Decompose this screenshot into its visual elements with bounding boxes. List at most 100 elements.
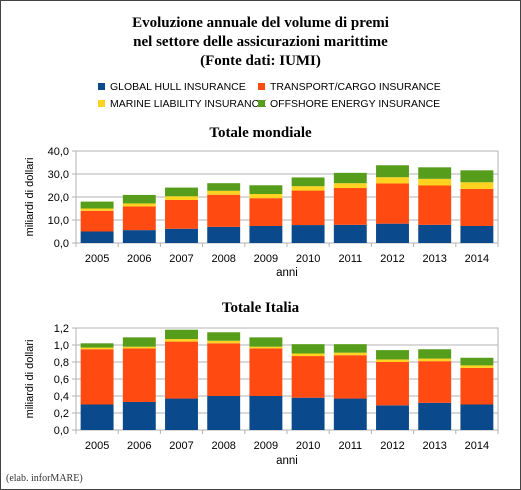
x-tick-label-italy: 2013 — [422, 440, 446, 452]
bar-italy-2007-series-1 — [165, 341, 198, 399]
legend-item-hull: GLOBAL HULL INSURANCE — [98, 81, 246, 93]
bar-italy-2009-series-0 — [249, 396, 283, 430]
bar-world-2014-series-0 — [460, 225, 494, 243]
bar-world-2012-series-0 — [376, 223, 409, 243]
bar-italy-2006-series-0 — [122, 401, 156, 430]
bar-world-2006-series-1 — [122, 206, 156, 231]
x-tick-label-world: 2011 — [338, 253, 362, 265]
bar-italy-2012-series-1 — [376, 362, 409, 406]
legend-swatch-offshore — [258, 100, 265, 107]
bar-world-2012-series-1 — [376, 183, 409, 224]
y-tick-label-italy: 1,2 — [54, 323, 69, 335]
bar-world-2008-series-3 — [207, 183, 241, 191]
bar-italy-2010-series-1 — [291, 356, 325, 398]
bar-italy-2010-series-2 — [291, 353, 325, 357]
y-axis-label-italy: miliardi di dollari — [24, 340, 36, 419]
bar-italy-2013-series-1 — [418, 361, 452, 403]
bar-italy-2006-series-1 — [122, 348, 156, 402]
x-tick-label-world: 2012 — [380, 253, 404, 265]
bar-italy-2006-series-3 — [122, 337, 156, 347]
bar-world-2009-series-1 — [249, 198, 283, 226]
y-tick-label-world: 0,0 — [54, 238, 69, 250]
bar-world-2014-series-2 — [460, 182, 494, 189]
bar-italy-2007-series-3 — [165, 329, 198, 340]
y-tick-label-italy: 0,8 — [54, 357, 69, 369]
legend-item-offshore: OFFSHORE ENERGY INSURANCE — [258, 98, 440, 110]
bar-italy-2007-series-0 — [165, 398, 198, 430]
bar-italy-2008-series-0 — [207, 396, 241, 430]
legend-item-liability: MARINE LIABILITY INSURANCE — [98, 98, 266, 110]
x-tick-label-italy: 2012 — [380, 440, 404, 452]
bar-italy-2012-series-0 — [376, 405, 409, 430]
bar-world-2006-series-3 — [122, 194, 156, 204]
legend-swatch-cargo — [258, 83, 265, 90]
bar-world-2011-series-1 — [333, 188, 367, 225]
bar-world-2006-series-2 — [122, 203, 156, 207]
bar-italy-2013-series-0 — [418, 402, 452, 430]
x-tick-label-italy: 2006 — [127, 440, 151, 452]
bar-world-2008-series-2 — [207, 190, 241, 195]
x-tick-label-world: 2010 — [296, 253, 320, 265]
bar-world-2009-series-0 — [249, 225, 283, 243]
x-tick-label-world: 2006 — [127, 253, 151, 265]
x-tick-label-world: 2007 — [169, 253, 193, 265]
bar-italy-2009-series-1 — [249, 348, 283, 396]
bar-italy-2008-series-1 — [207, 343, 241, 396]
bar-italy-2005-series-2 — [80, 347, 114, 350]
chart-world-title: Totale mondiale — [209, 125, 312, 141]
x-axis-label-italy: anni — [276, 455, 298, 467]
bar-italy-2011-series-0 — [333, 398, 367, 430]
y-axis-label-world: miliardi di dollari — [24, 158, 36, 237]
bar-italy-2005-series-0 — [80, 404, 114, 430]
bar-world-2009-series-3 — [249, 185, 283, 195]
bar-world-2012-series-2 — [376, 177, 409, 184]
bar-world-2010-series-3 — [291, 177, 325, 187]
x-tick-label-world: 2005 — [85, 253, 109, 265]
bar-world-2005-series-2 — [80, 208, 114, 211]
y-tick-label-world: 10,0 — [48, 215, 69, 227]
bar-world-2006-series-0 — [122, 230, 156, 243]
bar-italy-2011-series-1 — [333, 355, 367, 399]
bar-world-2012-series-3 — [376, 165, 409, 178]
bar-world-2007-series-1 — [165, 199, 198, 229]
bar-world-2011-series-3 — [333, 172, 367, 184]
y-tick-label-italy: 1,0 — [54, 340, 69, 352]
bar-italy-2009-series-3 — [249, 337, 283, 347]
legend-label-liability: MARINE LIABILITY INSURANCE — [110, 98, 267, 110]
x-tick-label-italy: 2011 — [338, 440, 362, 452]
bar-world-2013-series-3 — [418, 167, 452, 179]
bar-world-2007-series-3 — [165, 187, 198, 197]
bar-italy-2013-series-2 — [418, 358, 452, 362]
bar-world-2011-series-2 — [333, 183, 367, 189]
legend-item-cargo: TRANSPORT/CARGO INSURANCE — [258, 81, 441, 93]
bar-world-2010-series-2 — [291, 186, 325, 191]
bar-italy-2010-series-3 — [291, 344, 325, 354]
bar-world-2009-series-2 — [249, 194, 283, 199]
bar-italy-2005-series-3 — [80, 343, 114, 348]
legend-label-hull: GLOBAL HULL INSURANCE — [110, 81, 246, 93]
y-tick-label-world: 40,0 — [48, 146, 69, 158]
bar-world-2014-series-3 — [460, 170, 494, 183]
bar-italy-2010-series-0 — [291, 397, 325, 430]
bar-italy-2006-series-2 — [122, 346, 156, 349]
x-tick-label-world: 2013 — [422, 253, 446, 265]
bar-world-2008-series-1 — [207, 194, 241, 227]
bar-world-2013-series-2 — [418, 178, 452, 186]
x-tick-label-world: 2009 — [254, 253, 278, 265]
y-tick-label-italy: 0,4 — [54, 391, 69, 403]
main-title-line-3: (Fonte dati: IUMI) — [200, 53, 321, 69]
bar-world-2010-series-0 — [291, 225, 325, 243]
bar-italy-2009-series-2 — [249, 346, 283, 349]
chart-italy-title: Totale Italia — [221, 300, 300, 316]
legend-swatch-liability — [98, 100, 105, 107]
bar-italy-2014-series-2 — [460, 365, 494, 368]
bar-italy-2013-series-3 — [418, 349, 452, 359]
bar-italy-2014-series-1 — [460, 367, 494, 405]
bar-italy-2012-series-2 — [376, 359, 409, 362]
x-tick-label-world: 2008 — [211, 253, 235, 265]
x-tick-label-italy: 2008 — [211, 440, 235, 452]
credit-text: (elab. inforMARE) — [6, 473, 83, 484]
bar-world-2005-series-1 — [80, 210, 114, 232]
bar-world-2013-series-0 — [418, 224, 452, 243]
legend-label-offshore: OFFSHORE ENERGY INSURANCE — [270, 98, 441, 110]
